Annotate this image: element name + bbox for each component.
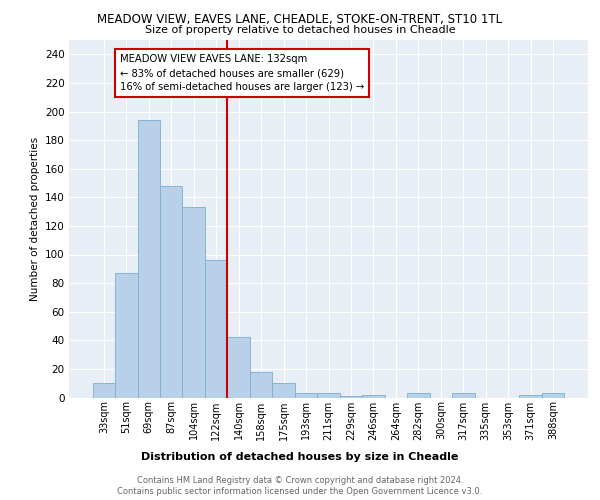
Bar: [137, 120, 160, 398]
Bar: [115, 273, 137, 398]
Text: MEADOW VIEW, EAVES LANE, CHEADLE, STOKE-ON-TRENT, ST10 1TL: MEADOW VIEW, EAVES LANE, CHEADLE, STOKE-…: [97, 12, 503, 26]
Bar: [205, 260, 227, 398]
Bar: [362, 394, 385, 398]
Bar: [272, 383, 295, 398]
Text: MEADOW VIEW EAVES LANE: 132sqm
← 83% of detached houses are smaller (629)
16% of: MEADOW VIEW EAVES LANE: 132sqm ← 83% of …: [120, 54, 364, 92]
Text: Contains HM Land Registry data © Crown copyright and database right 2024.: Contains HM Land Registry data © Crown c…: [137, 476, 463, 485]
Bar: [182, 208, 205, 398]
Bar: [250, 372, 272, 398]
Text: Distribution of detached houses by size in Cheadle: Distribution of detached houses by size …: [142, 452, 458, 462]
Text: Contains public sector information licensed under the Open Government Licence v3: Contains public sector information licen…: [118, 486, 482, 496]
Bar: [452, 393, 475, 398]
Bar: [317, 393, 340, 398]
Bar: [520, 394, 542, 398]
Bar: [160, 186, 182, 398]
Bar: [340, 396, 362, 398]
Bar: [542, 393, 565, 398]
Text: Size of property relative to detached houses in Cheadle: Size of property relative to detached ho…: [145, 25, 455, 35]
Bar: [407, 393, 430, 398]
Bar: [227, 338, 250, 398]
Bar: [92, 383, 115, 398]
Y-axis label: Number of detached properties: Number of detached properties: [29, 136, 40, 301]
Bar: [295, 393, 317, 398]
